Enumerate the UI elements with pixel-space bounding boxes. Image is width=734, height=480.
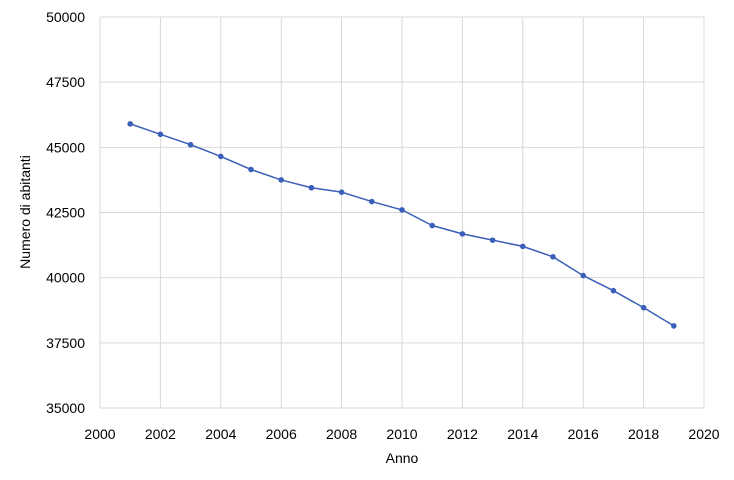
data-point	[520, 243, 526, 250]
x-tick-label: 2006	[266, 426, 297, 442]
x-tick-label: 2010	[386, 426, 417, 442]
x-tick-label: 2012	[447, 426, 478, 442]
x-tick-label: 2008	[326, 426, 357, 442]
x-tick-label: 2018	[628, 426, 659, 442]
data-point	[308, 184, 315, 191]
y-tick-label: 37500	[46, 335, 85, 351]
y-tick-label: 40000	[46, 270, 85, 286]
data-point	[157, 131, 164, 138]
x-axis-title: Anno	[386, 450, 419, 466]
y-tick-label: 47500	[46, 74, 85, 90]
y-axis-ticks: 35000 37500 40000 42500 45000 47500 50000	[46, 9, 85, 416]
x-tick-label: 2016	[568, 426, 599, 442]
x-tick-label: 2004	[205, 426, 236, 442]
data-point	[640, 304, 647, 311]
data-point	[127, 121, 133, 127]
data-point	[248, 166, 254, 173]
x-tick-label: 2020	[688, 426, 719, 442]
data-point	[610, 287, 617, 294]
data-point	[218, 153, 224, 160]
data-point	[489, 237, 496, 243]
data-point	[429, 222, 436, 229]
x-tick-label: 2014	[507, 426, 538, 442]
data-point	[278, 177, 285, 183]
data-point	[580, 272, 586, 279]
x-axis-ticks: 2000 2002 2004 2006 2008 2010 2012 2014 2016 2018…	[84, 426, 719, 442]
x-tick-label: 2002	[145, 426, 176, 442]
x-tick-label: 2000	[84, 426, 115, 442]
data-point	[550, 254, 556, 260]
y-tick-label: 45000	[46, 139, 85, 155]
data-point	[338, 189, 345, 195]
data-point	[369, 198, 375, 205]
data-point	[459, 231, 466, 237]
data-point	[187, 141, 194, 148]
y-axis-title: Numero di abitanti	[17, 155, 33, 269]
data-point	[671, 323, 677, 329]
data-point	[399, 207, 405, 213]
y-tick-label: 42500	[46, 205, 85, 221]
y-tick-label: 35000	[46, 400, 85, 416]
y-tick-label: 50000	[46, 9, 85, 25]
series	[127, 121, 677, 329]
